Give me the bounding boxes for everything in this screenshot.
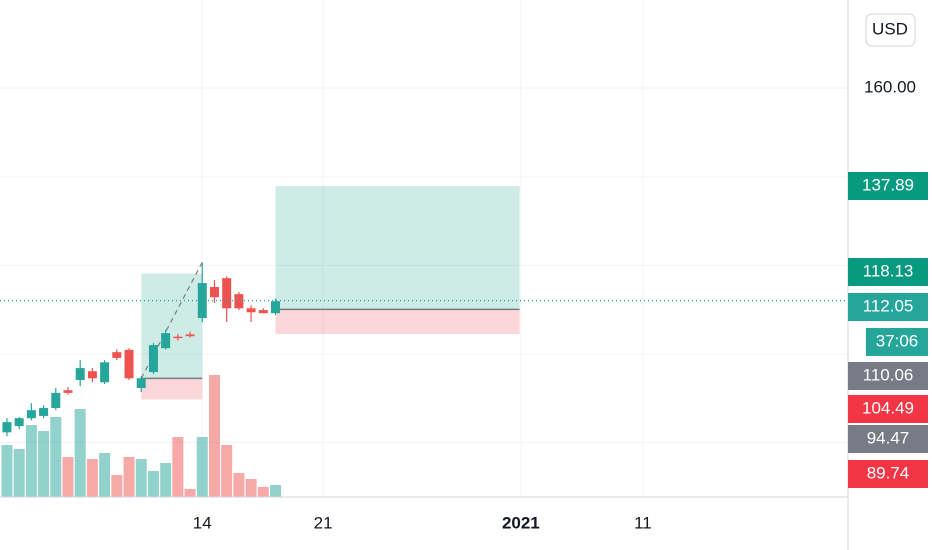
x-tick-label: 14 [193, 513, 212, 532]
price-badge-label: 112.05 [863, 296, 914, 315]
volume-bar [147, 471, 159, 497]
grid [0, 0, 848, 497]
candle-body [271, 301, 281, 314]
volume-bar [257, 487, 269, 497]
volume-bar [38, 431, 50, 497]
volume-bar [99, 453, 111, 497]
price-badge-label: 118.13 [863, 261, 914, 280]
candle-body [26, 410, 36, 419]
candle-body [161, 333, 171, 349]
axes: 160.00 14 21 2021 11 137.89 118.13 112.05 37:06 1… [193, 78, 928, 532]
x-tick-label: 21 [314, 513, 333, 532]
candle-body [136, 378, 146, 389]
volume-bar [270, 485, 282, 497]
volume-bar [233, 473, 245, 497]
volume-bar [13, 449, 25, 497]
volume-bar [25, 425, 37, 497]
volume-bar [62, 457, 74, 497]
plot [0, 186, 848, 497]
volume-bar [86, 459, 98, 497]
price-badge-label: 110.06 [863, 365, 914, 384]
volume-bar [221, 445, 233, 497]
candle-body [100, 362, 110, 383]
price-badge [848, 460, 928, 488]
price-badge [848, 172, 928, 200]
candle-body [51, 392, 61, 408]
loss-zone [141, 378, 203, 400]
price-badge [848, 395, 928, 423]
price-badge [848, 258, 928, 286]
volume-bar [135, 459, 147, 497]
volume-bar [208, 375, 220, 497]
candle-body [14, 418, 24, 427]
price-badge [848, 293, 928, 321]
volume-bar [196, 437, 208, 497]
price-badge-label: 37:06 [876, 331, 919, 350]
candle-body [124, 349, 134, 379]
volume-bar [74, 409, 86, 497]
price-badge-label: 89.74 [867, 463, 910, 482]
price-badge [848, 425, 928, 453]
candle-body [63, 390, 73, 393]
volume-bar [1, 445, 13, 497]
candle-body [222, 278, 232, 309]
x-tick-label: 11 [634, 513, 652, 532]
candle-body [87, 371, 97, 379]
currency-label[interactable]: USD [872, 19, 908, 38]
price-badge [866, 328, 928, 356]
volume-bar [111, 475, 123, 497]
price-badge [848, 362, 928, 390]
candle-body [75, 368, 85, 381]
x-tick-label: 2021 [502, 513, 540, 532]
volume-bar [50, 417, 62, 497]
candle-body [112, 352, 122, 358]
y-tick-label: 160.00 [864, 78, 916, 97]
candle-body [185, 334, 195, 337]
candle-body [148, 345, 158, 373]
profit-zone [275, 186, 520, 310]
candle-body [2, 422, 12, 433]
volume-bar [160, 463, 172, 497]
volume-bar [184, 489, 196, 497]
volume-bar [245, 479, 257, 497]
candle-body [173, 336, 183, 339]
currency-button[interactable] [865, 13, 916, 47]
candle-body [246, 308, 256, 313]
candle-body [209, 287, 219, 298]
loss-zone [275, 309, 520, 335]
candle-body [258, 310, 268, 314]
candle-body [234, 294, 244, 309]
price-badge-label: 104.49 [862, 398, 914, 417]
price-badge-label: 137.89 [862, 175, 914, 194]
candle-body [197, 283, 207, 319]
candle-body [39, 407, 49, 416]
price-badge-label: 94.47 [867, 428, 910, 447]
volume-bar [123, 457, 135, 497]
volume-bar [172, 437, 184, 497]
